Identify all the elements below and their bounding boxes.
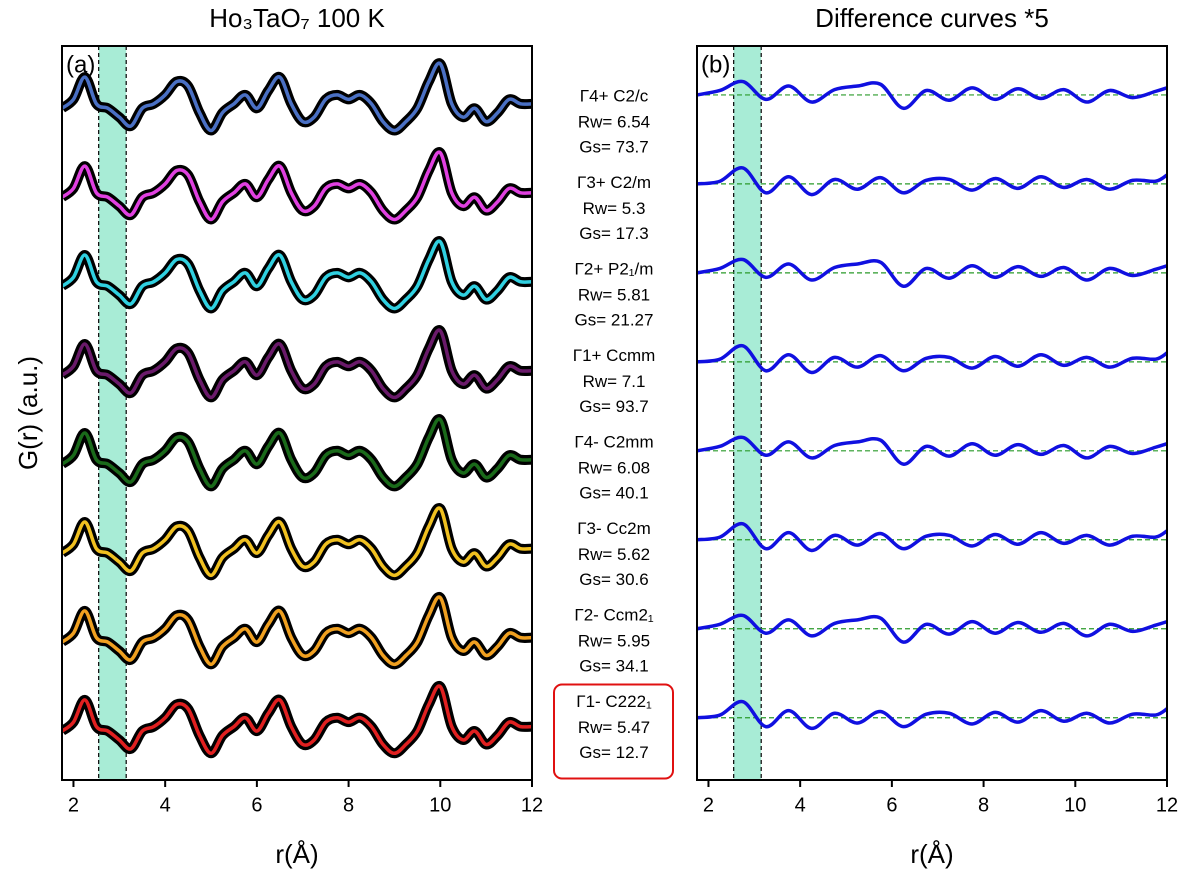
rw-label: Rw= 5.3	[583, 199, 646, 218]
gs-label: Gs= 12.7	[579, 743, 648, 762]
rw-label: Rw= 6.54	[578, 112, 650, 131]
y-axis-label: G(r) (a.u.)	[13, 356, 43, 470]
curve	[697, 343, 1167, 375]
shaded-region	[98, 46, 127, 780]
observed-curve	[62, 680, 532, 759]
curve	[62, 506, 532, 578]
curve	[62, 595, 532, 667]
x-tick-label: 8	[978, 794, 989, 816]
curve	[62, 150, 532, 222]
gs-label: Gs= 30.6	[579, 570, 648, 589]
x-tick-label: 2	[68, 794, 79, 816]
model-label: Γ2- Ccm2₁	[574, 605, 654, 624]
gs-label: Gs= 40.1	[579, 483, 648, 502]
rw-label: Rw= 5.95	[578, 631, 650, 650]
rw-label: Rw= 6.08	[578, 458, 650, 477]
gs-label: Gs= 17.3	[579, 224, 648, 243]
curve	[697, 613, 1167, 644]
observed-curve	[62, 503, 532, 581]
rw-label: Rw= 5.47	[578, 718, 650, 737]
x-axis-label: r(Å)	[275, 839, 318, 869]
x-axis-label: r(Å)	[910, 839, 953, 869]
panel-label: (a)	[66, 51, 95, 78]
observed-curve	[62, 414, 532, 492]
plot-area	[62, 46, 532, 780]
model-label: Γ1+ Ccmm	[573, 346, 656, 365]
observed-curve	[62, 236, 532, 314]
model-label: Γ1- C222₁	[576, 692, 652, 711]
highlight-box	[553, 683, 674, 780]
curve	[62, 239, 532, 311]
rw-label: Rw= 5.81	[578, 285, 650, 304]
curve	[697, 521, 1167, 553]
axes-frame	[61, 45, 533, 781]
shaded-region	[733, 46, 762, 780]
x-tick-label: 6	[886, 794, 897, 816]
gs-label: Gs= 93.7	[579, 397, 648, 416]
x-tick-label: 12	[1156, 794, 1178, 816]
gs-label: Gs= 34.1	[579, 656, 648, 675]
plot-area	[697, 46, 1167, 780]
model-label: Γ4- C2mm	[574, 432, 653, 451]
x-tick-label: 2	[703, 794, 714, 816]
curve	[62, 684, 532, 756]
rw-label: Rw= 5.62	[578, 545, 650, 564]
axes-frame	[696, 45, 1168, 781]
panel-title: Difference curves *5	[815, 3, 1049, 33]
curve	[697, 699, 1167, 731]
rw-label: Rw= 7.1	[583, 372, 646, 391]
x-tick-label: 12	[521, 794, 543, 816]
x-tick-label: 4	[795, 794, 806, 816]
x-tick-label: 10	[1064, 794, 1086, 816]
model-label: Γ2+ P2₁/m	[575, 259, 654, 278]
curve	[62, 61, 532, 133]
x-tick-label: 6	[251, 794, 262, 816]
model-label: Γ4+ C2/c	[580, 86, 649, 105]
panel-title: Ho₃TaO₇ 100 K	[209, 3, 385, 33]
observed-curve	[62, 58, 532, 136]
curve	[62, 417, 532, 489]
curve	[697, 79, 1167, 111]
curve	[697, 435, 1167, 466]
x-tick-label: 4	[160, 794, 171, 816]
curve	[62, 328, 532, 400]
curve	[697, 166, 1167, 197]
x-tick-label: 10	[429, 794, 451, 816]
observed-curve	[62, 325, 532, 403]
panel-label: (b)	[701, 51, 730, 78]
x-tick-label: 8	[343, 794, 354, 816]
curve	[697, 257, 1167, 288]
model-label: Γ3+ C2/m	[577, 173, 651, 192]
observed-curve	[62, 592, 532, 670]
gs-label: Gs= 73.7	[579, 137, 648, 156]
observed-curve	[62, 147, 532, 225]
model-label: Γ3- Cc2m	[577, 519, 651, 538]
gs-label: Gs= 21.27	[575, 310, 654, 329]
